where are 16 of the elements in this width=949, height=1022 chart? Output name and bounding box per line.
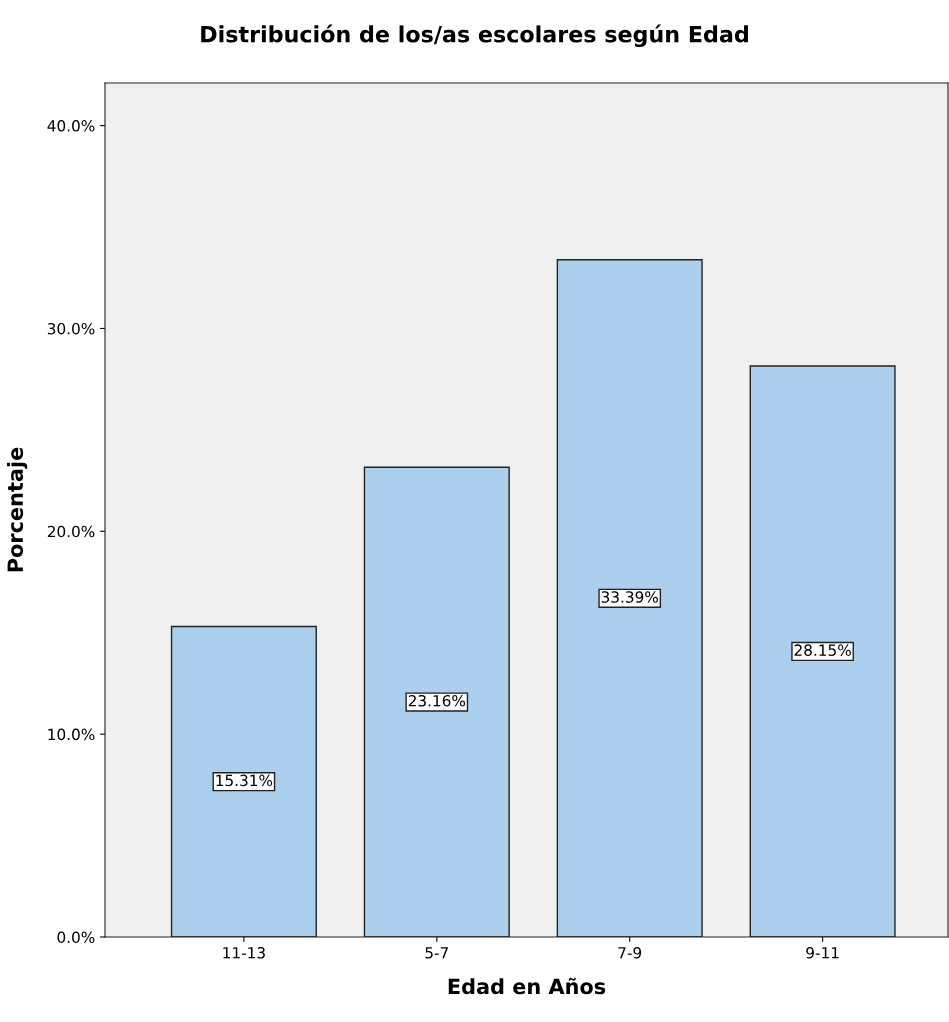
y-tick-label: 40.0% (47, 120, 95, 132)
data-label: 23.16% (408, 694, 466, 707)
data-label: 33.39% (601, 591, 658, 603)
x-tick-label: 9-11 (806, 946, 839, 959)
y-tick-label: 10.0% (48, 728, 95, 741)
y-axis-title: Porcentaje (6, 447, 28, 572)
y-tick-label: 30.0% (47, 322, 95, 335)
x-tick-label: 11-13 (223, 946, 265, 959)
x-tick-label: 7-9 (618, 946, 642, 959)
x-axis-title: Edad en Años (448, 977, 606, 995)
data-label: 28.15% (794, 644, 851, 656)
y-tick-label: 0.0% (57, 931, 95, 944)
chart-title: Distribución de los/as escolares según Edad (201, 24, 748, 48)
x-tick-label: 5-7 (425, 947, 448, 959)
y-tick-label: 20.0% (47, 525, 95, 538)
data-label: 15.31% (216, 774, 273, 787)
